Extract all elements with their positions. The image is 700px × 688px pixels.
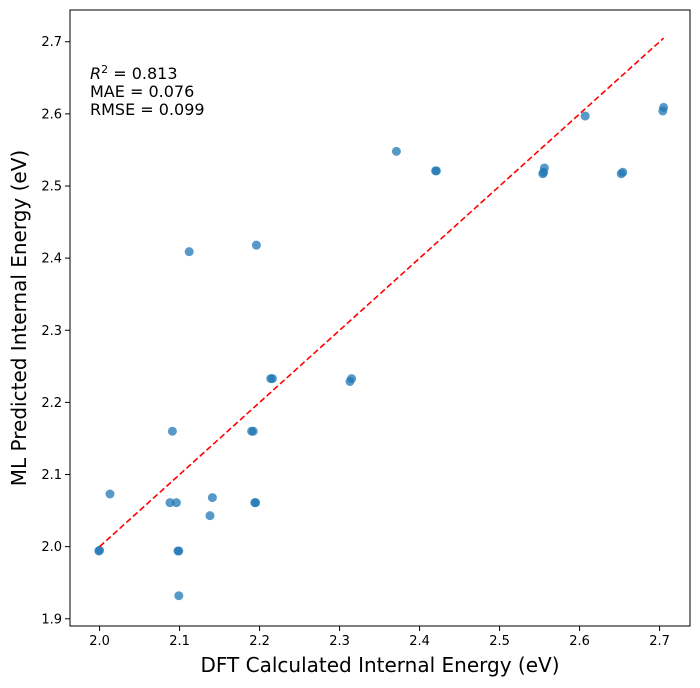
y-tick-label-2.7: 2.7	[41, 35, 62, 50]
data-point-30	[618, 167, 628, 177]
rmse-metric: RMSE = 0.099	[90, 100, 205, 119]
x-tick-label-2.6: 2.6	[569, 634, 590, 649]
x-tick-label-2.2: 2.2	[249, 634, 270, 649]
data-point-12	[207, 493, 217, 503]
r2-metric: R2 = 0.813	[90, 63, 178, 83]
x-tick-label-2.4: 2.4	[409, 634, 430, 649]
scatter-points	[94, 102, 669, 601]
data-point-16	[251, 498, 261, 508]
y-tick-label-2.1: 2.1	[41, 468, 62, 483]
data-point-21	[347, 374, 357, 384]
plot-frame	[69, 9, 691, 627]
data-point-24	[431, 166, 441, 176]
x-tick-label-2.3: 2.3	[329, 634, 350, 649]
x-axis-title: DFT Calculated Internal Energy (eV)	[201, 653, 560, 677]
r2-symbol: R	[90, 64, 101, 83]
data-point-9	[174, 591, 184, 601]
data-point-10	[184, 247, 194, 257]
y-axis-ticks: 1.9 2.0 2.1 2.2 2.3 2.4 2.5 2.6 2.7	[41, 35, 70, 627]
data-point-17	[251, 240, 261, 250]
data-point-11	[205, 511, 215, 521]
mae-metric: MAE = 0.076	[90, 82, 194, 101]
data-point-28	[580, 111, 590, 121]
r2-value: = 0.813	[108, 64, 177, 83]
x-tick-label-2.5: 2.5	[489, 634, 510, 649]
data-point-6	[171, 498, 181, 508]
y-tick-label-1.9: 1.9	[41, 612, 62, 627]
metrics-annotation: R2 = 0.813 MAE = 0.076 RMSE = 0.099	[90, 63, 205, 119]
data-point-32	[659, 102, 669, 112]
data-point-22	[391, 146, 401, 156]
x-tick-label-2.1: 2.1	[169, 634, 190, 649]
data-point-19	[267, 374, 277, 384]
y-tick-label-2.4: 2.4	[41, 252, 62, 267]
y-tick-label-2.6: 2.6	[41, 107, 62, 122]
x-tick-label-2.0: 2.0	[89, 634, 110, 649]
data-point-14	[248, 426, 258, 436]
parity-reference-line	[99, 37, 665, 548]
data-point-4	[165, 498, 175, 508]
data-point-8	[174, 546, 184, 556]
data-point-3	[105, 489, 115, 499]
x-tick-label-2.7: 2.7	[649, 634, 670, 649]
r2-superscript: 2	[101, 63, 108, 76]
y-axis-title: ML Predicted Internal Energy (eV)	[7, 150, 31, 486]
data-point-2	[95, 545, 105, 555]
data-point-27	[539, 163, 549, 173]
x-axis-ticks: 2.0 2.1 2.2 2.3 2.4 2.5 2.6 2.7	[89, 626, 670, 649]
data-point-5	[167, 426, 177, 436]
y-tick-label-2.0: 2.0	[41, 540, 62, 555]
y-tick-label-2.3: 2.3	[41, 324, 62, 339]
y-tick-label-2.2: 2.2	[41, 396, 62, 411]
y-tick-label-2.5: 2.5	[41, 180, 62, 195]
